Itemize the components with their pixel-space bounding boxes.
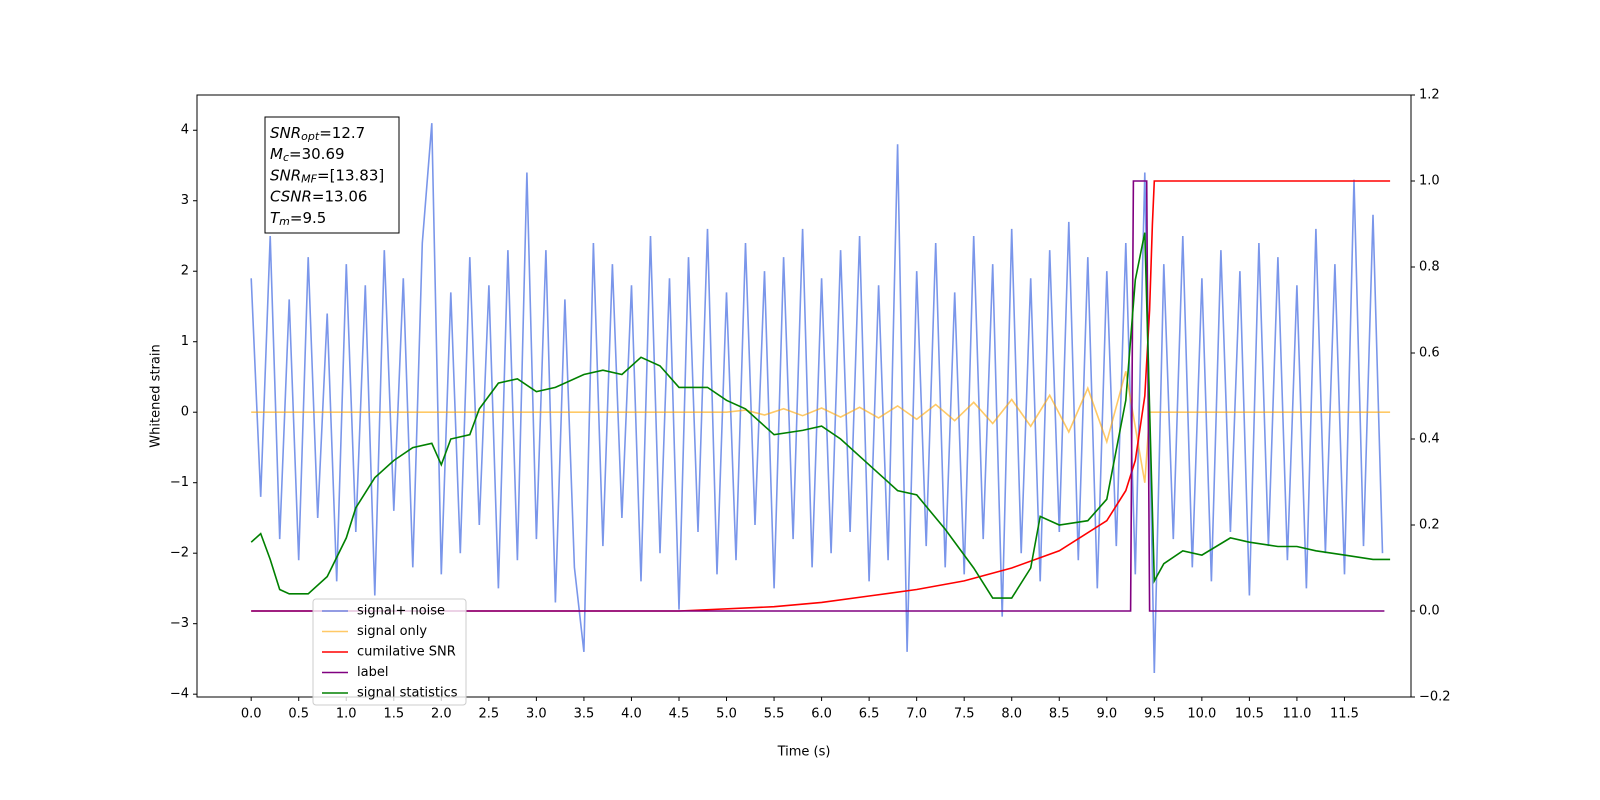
x-tick-label: 4.0 <box>621 707 642 722</box>
annotation-value: =13.06 <box>312 187 368 205</box>
annotation-symbol: SNR <box>270 166 301 184</box>
annotation-subscript: MF <box>301 172 317 185</box>
y2-tick-label: 0.4 <box>1419 432 1440 447</box>
x-tick-label: 11.5 <box>1330 707 1359 722</box>
legend-label: cumilative SNR <box>357 645 456 660</box>
y-tick-label: −1 <box>170 475 189 490</box>
x-tick-label: 1.5 <box>383 707 404 722</box>
x-tick-label: 1.0 <box>336 707 357 722</box>
annotation-line: SNRMF=[13.83] <box>270 166 384 186</box>
x-tick-label: 5.0 <box>716 707 737 722</box>
series-line <box>250 123 1384 674</box>
y2-tick-label: 1.0 <box>1419 174 1440 189</box>
y2-tick-label: 0.8 <box>1419 260 1440 275</box>
annotation-subscript: m <box>279 215 290 228</box>
x-tick-label: 7.0 <box>906 707 927 722</box>
annotation-box: SNRopt=12.7Mc=30.69SNRMF=[13.83]CSNR=13.… <box>264 116 400 234</box>
y-tick-label: 0 <box>181 405 189 420</box>
y2-tick-label: 0.0 <box>1419 604 1440 619</box>
x-tick-label: 2.0 <box>431 707 452 722</box>
annotation-value: =30.69 <box>289 145 345 163</box>
x-tick-label: 5.5 <box>764 707 785 722</box>
annotation-subscript: opt <box>301 130 320 143</box>
axes-frame <box>196 94 1412 698</box>
y2-tick-label: 1.2 <box>1419 88 1440 103</box>
x-tick-label: 9.0 <box>1096 707 1117 722</box>
y-tick-label: 3 <box>181 193 189 208</box>
legend-label: signal+ noise <box>357 604 445 619</box>
series-line <box>250 232 1391 599</box>
y-tick-label: −4 <box>170 687 189 702</box>
annotation-line: Mc=30.69 <box>270 145 345 165</box>
legend-label: signal statistics <box>357 686 458 701</box>
legend: signal+ noise signal only cumilative SNR la… <box>312 598 467 706</box>
y-tick-label: 1 <box>181 334 189 349</box>
y2-tick-label: 0.6 <box>1419 346 1440 361</box>
y-tick-label: 4 <box>181 123 189 138</box>
annotation-symbol: M <box>270 145 283 163</box>
annotation-symbol: T <box>270 208 281 226</box>
y-axis-label: Whitened strain <box>149 344 164 447</box>
annotation-frame <box>264 116 400 234</box>
x-tick-label: 3.5 <box>574 707 595 722</box>
x-axis-label: Time (s) <box>777 745 831 760</box>
x-tick-label: 10.5 <box>1235 707 1264 722</box>
y2-tick-label: −0.2 <box>1419 690 1451 705</box>
y-tick-label: −3 <box>170 616 189 631</box>
x-tick-label: 3.0 <box>526 707 547 722</box>
series-line <box>251 371 1391 483</box>
legend-frame <box>312 598 467 706</box>
x-tick-label: 2.5 <box>479 707 500 722</box>
annotation-line: SNRopt=12.7 <box>270 124 365 144</box>
x-tick-label: 9.5 <box>1144 707 1165 722</box>
annotation-symbol: CSNR <box>270 187 312 205</box>
x-tick-label: 0.0 <box>241 707 262 722</box>
annotation-value: =12.7 <box>319 124 365 142</box>
x-tick-label: 0.5 <box>288 707 309 722</box>
x-tick-label: 7.5 <box>954 707 975 722</box>
x-tick-label: 10.0 <box>1187 707 1216 722</box>
x-tick-label: 4.5 <box>669 707 690 722</box>
annotation-line: Tm=9.5 <box>270 208 326 228</box>
y-tick-label: 2 <box>181 264 189 279</box>
annotation-subscript: c <box>283 151 289 164</box>
plot-area <box>250 123 1391 674</box>
legend-label: signal only <box>357 624 427 639</box>
x-tick-label: 8.5 <box>1049 707 1070 722</box>
series-line <box>251 180 1391 612</box>
annotation-value: =9.5 <box>290 208 326 226</box>
y-tick-label: −2 <box>170 546 189 561</box>
x-tick-label: 11.0 <box>1282 707 1311 722</box>
annotation-value: =[13.83] <box>317 166 384 184</box>
y2-tick-label: 0.2 <box>1419 518 1440 533</box>
annotation-symbol: SNR <box>270 124 301 142</box>
series-line <box>251 180 1385 612</box>
x-tick-label: 8.0 <box>1001 707 1022 722</box>
x-tick-label: 6.5 <box>859 707 880 722</box>
x-tick-label: 6.0 <box>811 707 832 722</box>
legend-label: label <box>357 665 388 680</box>
annotation-line: CSNR=13.06 <box>270 187 367 205</box>
